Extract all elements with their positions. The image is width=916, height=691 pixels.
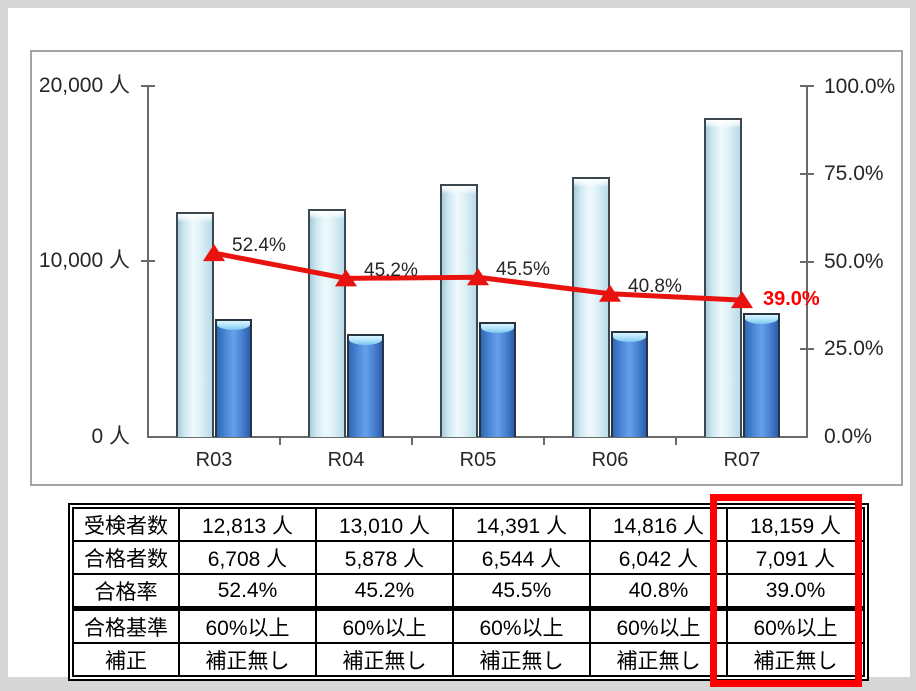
bar-examinees-R05 (440, 184, 478, 437)
right-axis-label-50: 50.0% (824, 250, 884, 273)
table-cell: 補正無し (589, 642, 728, 677)
line-marker-R07 (731, 291, 753, 309)
right-axis-label-75: 75.0% (824, 162, 884, 185)
table-row-3: 合格基準 60%以上 60%以上 60%以上 60%以上 60%以上 (72, 606, 865, 644)
left-axis-label-0: 0 人 (91, 425, 130, 448)
pass-rate-label-R05: 45.5% (496, 259, 550, 281)
left-axis-label-10000: 10,000 人 (38, 249, 130, 272)
table-row-2: 合格率 52.4% 45.2% 45.5% 40.8% 39.0% (72, 573, 865, 610)
right-axis-tick (800, 261, 814, 263)
row-label: 合格率 (72, 573, 180, 610)
line-marker-R05 (467, 268, 489, 286)
bar-examinees-R04 (308, 209, 346, 437)
x-axis-tick (675, 438, 677, 445)
table-cell: 60%以上 (726, 606, 865, 644)
table-cell: 52.4% (178, 573, 317, 610)
table-cell: 13,010 人 (315, 507, 454, 542)
bar-examinees-R06 (572, 177, 610, 437)
x-label-R03: R03 (195, 449, 233, 471)
bar-passers-R04 (347, 334, 384, 437)
bar-passers-R07 (743, 313, 780, 437)
bar-passers-R03 (215, 319, 252, 437)
table-cell: 60%以上 (589, 606, 728, 644)
x-label-R04: R04 (327, 449, 365, 471)
table-cell: 補正無し (178, 642, 317, 677)
pass-rate-label-R06: 40.8% (628, 275, 682, 297)
pass-rate-label-R04: 45.2% (364, 260, 418, 282)
table-cell: 14,391 人 (452, 507, 591, 542)
table-cell: 6,708 人 (178, 540, 317, 575)
pass-rate-label-R03: 52.4% (232, 235, 286, 257)
content-panel: 20,000 人 10,000 人 0 人 100.0% 75.0% 50.0%… (8, 8, 910, 687)
x-axis-line (147, 436, 808, 438)
left-axis-label-20000: 20,000 人 (38, 74, 130, 97)
table-cell: 6,042 人 (589, 540, 728, 575)
table-cell: 40.8% (589, 573, 728, 610)
row-label: 受検者数 (72, 507, 180, 542)
row-label: 補正 (72, 642, 180, 677)
table-cell: 18,159 人 (726, 507, 865, 542)
x-label-R07: R07 (723, 449, 761, 471)
table-row-0: 受検者数 12,813 人 13,010 人 14,391 人 14,816 人 18,1… (72, 507, 865, 542)
table-cell: 45.2% (315, 573, 454, 610)
bar-examinees-R07 (704, 118, 742, 437)
right-axis-tick (800, 173, 814, 175)
right-axis-label-25: 25.0% (824, 337, 884, 360)
row-label: 合格基準 (72, 606, 180, 644)
x-label-R05: R05 (459, 449, 497, 471)
table-row-1: 合格者数 6,708 人 5,878 人 6,544 人 6,042 人 7,091 人 (72, 540, 865, 575)
bar-passers-R06 (611, 331, 648, 437)
x-label-R06: R06 (591, 449, 629, 471)
plot-area: 20,000 人 10,000 人 0 人 100.0% 75.0% 50.0%… (32, 52, 901, 484)
table-row-4: 補正 補正無し 補正無し 補正無し 補正無し 補正無し (72, 642, 865, 677)
line-marker-R04 (335, 269, 357, 287)
bar-examinees-R03 (176, 212, 214, 437)
table-cell: 60%以上 (315, 606, 454, 644)
table-cell: 5,878 人 (315, 540, 454, 575)
row-label: 合格者数 (72, 540, 180, 575)
left-y-axis-line (147, 86, 149, 438)
right-axis-tick (800, 348, 814, 350)
right-axis-tick (800, 85, 814, 87)
table-cell: 39.0% (726, 573, 865, 610)
x-axis-tick (411, 438, 413, 445)
x-axis-tick (543, 438, 545, 445)
right-axis-label-0: 0.0% (824, 425, 872, 448)
table-cell: 6,544 人 (452, 540, 591, 575)
table-cell: 45.5% (452, 573, 591, 610)
x-axis-tick (279, 438, 281, 445)
pass-rate-line (203, 244, 753, 309)
bar-passers-R05 (479, 322, 516, 437)
line-marker-R03 (203, 244, 225, 262)
left-axis-tick (141, 260, 155, 262)
table-cell: 補正無し (315, 642, 454, 677)
results-table: 受検者数 12,813 人 13,010 人 14,391 人 14,816 人 18,1… (72, 507, 865, 677)
pass-rate-label-R07: 39.0% (763, 288, 820, 311)
line-marker-R06 (599, 284, 621, 302)
table-cell: 7,091 人 (726, 540, 865, 575)
left-axis-tick (141, 85, 155, 87)
table-cell: 14,816 人 (589, 507, 728, 542)
table-cell: 補正無し (726, 642, 865, 677)
table-cell: 12,813 人 (178, 507, 317, 542)
table-cell: 60%以上 (178, 606, 317, 644)
results-table-wrap: 受検者数 12,813 人 13,010 人 14,391 人 14,816 人 18,1… (68, 503, 869, 681)
right-axis-label-100: 100.0% (824, 75, 896, 98)
table-cell: 補正無し (452, 642, 591, 677)
pass-rate-chart: 20,000 人 10,000 人 0 人 100.0% 75.0% 50.0%… (30, 50, 903, 486)
table-cell: 60%以上 (452, 606, 591, 644)
